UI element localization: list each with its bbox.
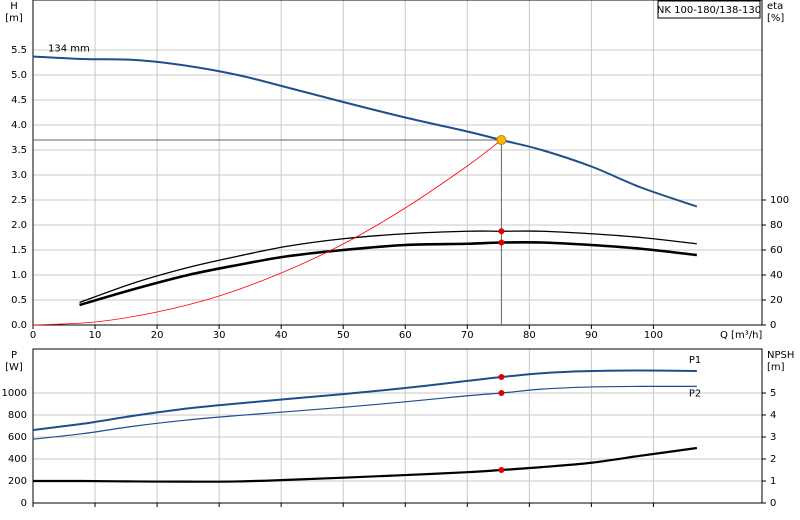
x-tick-label: 60 — [399, 330, 412, 341]
operating-point — [498, 374, 505, 381]
x-tick-label: 100 — [644, 330, 663, 341]
y-tick-label: 0.5 — [11, 295, 27, 306]
plot-area — [33, 0, 762, 325]
x-tick-label: 0 — [30, 330, 36, 341]
y2-tick-label: 40 — [770, 270, 783, 281]
x-tick-label: 30 — [213, 330, 226, 341]
y2-tick-label: 3 — [770, 432, 776, 443]
y2-tick-label: 0 — [770, 320, 776, 331]
y-tick-label: 1.0 — [11, 270, 27, 281]
curve — [32, 385, 697, 440]
y-axis-label: P — [11, 350, 17, 361]
y2-tick-label: 100 — [770, 195, 789, 206]
operating-point — [498, 239, 505, 246]
y-tick-label: 1000 — [2, 388, 27, 399]
series-label: P1 — [689, 355, 701, 366]
operating-point — [498, 228, 505, 235]
y2-axis-unit: [%] — [767, 13, 784, 24]
chart-title: NK 100-180/138-130 — [657, 5, 761, 16]
x-tick-label: 80 — [523, 330, 536, 341]
x-tick-label: 20 — [151, 330, 164, 341]
y2-tick-label: 60 — [770, 245, 783, 256]
series-label: 134 mm — [48, 44, 90, 55]
plot-area — [33, 349, 762, 503]
y2-axis-label: eta — [767, 1, 783, 12]
plot-frame — [32, 0, 763, 326]
y-tick-label: 1.5 — [11, 245, 27, 256]
curve — [32, 139, 502, 326]
y-tick-label: 5.0 — [11, 70, 27, 81]
plot-layer: 0 10 20 30 40 50 60 70 80 90 1000.00.51.01.52.02.5… — [2, 0, 794, 509]
y-axis-unit: [W] — [5, 362, 23, 373]
x-tick-label: 50 — [337, 330, 350, 341]
y-tick-label: 800 — [8, 410, 27, 421]
curve — [79, 230, 697, 304]
curve — [32, 369, 697, 431]
curve — [32, 55, 698, 208]
y-tick-label: 0.0 — [11, 320, 27, 331]
x-tick-label: 90 — [585, 330, 598, 341]
y2-tick-label: 4 — [770, 410, 776, 421]
x-tick-label: 10 — [89, 330, 102, 341]
y2-tick-label: 80 — [770, 220, 783, 231]
y-tick-label: 5.5 — [11, 45, 27, 56]
curve — [79, 240, 697, 307]
y-tick-label: 600 — [8, 432, 27, 443]
operating-point — [498, 390, 505, 396]
panel: 0 200 400 600 800 1000 0 1 2 3 4 5 P[W] NPSH[m] P1 P2 — [2, 348, 794, 509]
y-axis-label: H — [10, 1, 18, 12]
y-tick-label: 3.0 — [11, 170, 27, 181]
operating-point — [496, 135, 507, 145]
y-axis-unit: [m] — [5, 13, 23, 24]
y-tick-label: 2.0 — [11, 220, 27, 231]
operating-point — [498, 467, 505, 473]
y-tick-label: 200 — [8, 476, 27, 487]
title-box — [657, 0, 761, 19]
x-tick-label: 70 — [461, 330, 474, 341]
y-tick-label: 3.5 — [11, 145, 27, 156]
y2-tick-label: 20 — [770, 295, 783, 306]
y2-tick-label: 5 — [770, 388, 776, 399]
panel: 0 10 20 30 40 50 60 70 80 90 100 0.0 0.5 1.0 1.5 2.0 2.5… — [5, 0, 789, 341]
curve — [32, 446, 698, 483]
y2-tick-label: 0 — [770, 498, 776, 509]
y-tick-label: 400 — [8, 454, 27, 465]
plot-frame — [32, 348, 763, 504]
y2-axis-unit: [m] — [767, 362, 785, 373]
y2-tick-label: 1 — [770, 476, 776, 487]
series-label: P2 — [689, 388, 701, 399]
y-tick-label: 2.5 — [11, 195, 27, 206]
y2-tick-label: 2 — [770, 454, 776, 465]
y-tick-label: 4.5 — [11, 95, 27, 106]
x-tick-label: 40 — [275, 330, 288, 341]
y2-axis-label: NPSH — [767, 350, 794, 361]
x-axis-label: Q [m³/h] — [720, 330, 762, 341]
y-tick-label: 0 — [21, 498, 27, 509]
y-tick-label: 4.0 — [11, 120, 27, 131]
